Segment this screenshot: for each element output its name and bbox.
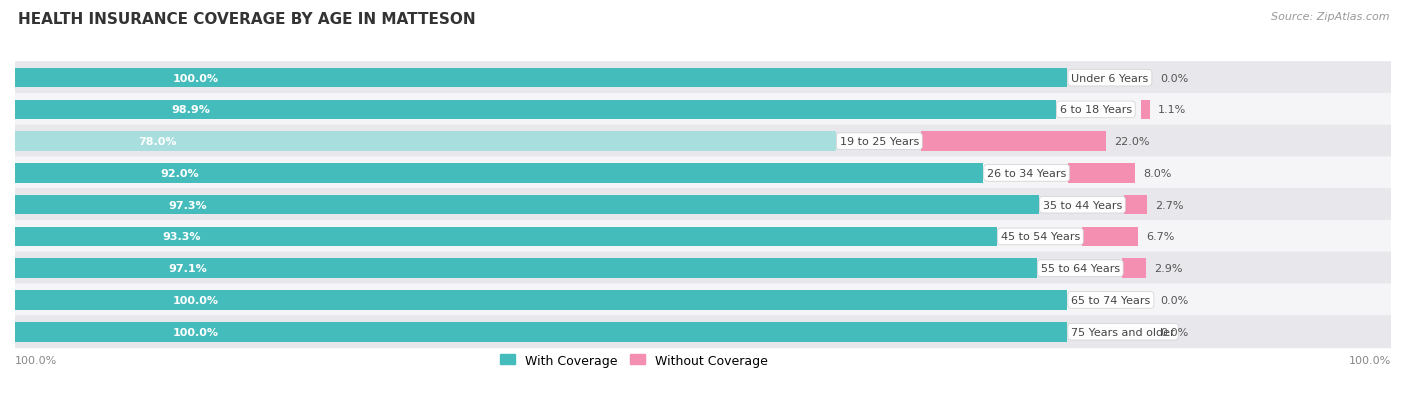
Text: 78.0%: 78.0% (138, 137, 177, 147)
Text: 55 to 64 Years: 55 to 64 Years (1040, 263, 1121, 273)
Text: 2.9%: 2.9% (1154, 263, 1182, 273)
Text: 6 to 18 Years: 6 to 18 Years (1060, 105, 1132, 115)
Bar (1081, 227, 1137, 247)
Text: Source: ZipAtlas.com: Source: ZipAtlas.com (1271, 12, 1389, 22)
FancyBboxPatch shape (15, 125, 1391, 158)
Text: 8.0%: 8.0% (1143, 169, 1171, 178)
Text: 100.0%: 100.0% (1348, 355, 1391, 365)
Text: 98.9%: 98.9% (172, 105, 209, 115)
FancyBboxPatch shape (15, 157, 1391, 190)
Text: 6.7%: 6.7% (1146, 232, 1174, 242)
Text: Under 6 Years: Under 6 Years (1071, 74, 1149, 83)
Bar (15, 164, 983, 183)
FancyBboxPatch shape (15, 94, 1391, 127)
Text: 0.0%: 0.0% (1160, 327, 1188, 337)
Bar (15, 69, 1067, 88)
Bar (921, 132, 1107, 152)
Bar (15, 227, 997, 247)
Text: 93.3%: 93.3% (162, 232, 201, 242)
Text: 100.0%: 100.0% (173, 327, 219, 337)
FancyBboxPatch shape (15, 62, 1391, 95)
Text: 2.7%: 2.7% (1154, 200, 1182, 210)
Bar (1140, 100, 1150, 120)
Legend: With Coverage, Without Coverage: With Coverage, Without Coverage (495, 349, 773, 372)
FancyBboxPatch shape (15, 252, 1391, 285)
Bar (15, 259, 1036, 278)
Bar (1123, 195, 1146, 215)
Bar (15, 100, 1056, 120)
Text: 19 to 25 Years: 19 to 25 Years (839, 137, 920, 147)
FancyBboxPatch shape (15, 189, 1391, 222)
Bar (1069, 164, 1136, 183)
Text: 100.0%: 100.0% (173, 74, 219, 83)
Text: 97.3%: 97.3% (169, 200, 207, 210)
Text: 22.0%: 22.0% (1114, 137, 1150, 147)
Text: 65 to 74 Years: 65 to 74 Years (1071, 295, 1150, 305)
Bar (15, 322, 1067, 342)
FancyBboxPatch shape (15, 316, 1391, 348)
Text: 97.1%: 97.1% (169, 263, 207, 273)
Text: 75 Years and older: 75 Years and older (1071, 327, 1175, 337)
Text: 1.1%: 1.1% (1159, 105, 1187, 115)
Text: 100.0%: 100.0% (15, 355, 58, 365)
Bar (15, 132, 835, 152)
FancyBboxPatch shape (15, 284, 1391, 317)
Text: HEALTH INSURANCE COVERAGE BY AGE IN MATTESON: HEALTH INSURANCE COVERAGE BY AGE IN MATT… (18, 12, 475, 27)
Text: 0.0%: 0.0% (1160, 74, 1188, 83)
Bar (15, 195, 1039, 215)
Bar (1122, 259, 1146, 278)
Text: 92.0%: 92.0% (160, 169, 198, 178)
FancyBboxPatch shape (15, 221, 1391, 253)
Text: 26 to 34 Years: 26 to 34 Years (987, 169, 1066, 178)
Bar (15, 290, 1067, 310)
Text: 100.0%: 100.0% (173, 295, 219, 305)
Text: 45 to 54 Years: 45 to 54 Years (1001, 232, 1080, 242)
Text: 35 to 44 Years: 35 to 44 Years (1043, 200, 1122, 210)
Text: 0.0%: 0.0% (1160, 295, 1188, 305)
